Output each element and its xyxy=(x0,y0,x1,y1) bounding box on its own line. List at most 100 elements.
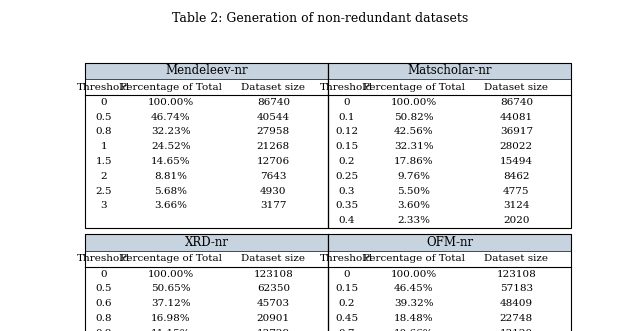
Text: Percentage of Total: Percentage of Total xyxy=(120,255,221,263)
Text: 3124: 3124 xyxy=(503,201,530,211)
Text: 50.65%: 50.65% xyxy=(151,284,191,294)
Text: Table 2: Generation of non-redundant datasets: Table 2: Generation of non-redundant dat… xyxy=(172,12,468,24)
Text: 10.66%: 10.66% xyxy=(394,329,433,331)
Bar xyxy=(85,79,328,95)
Text: 2020: 2020 xyxy=(503,216,530,225)
Text: 46.45%: 46.45% xyxy=(394,284,433,294)
Text: Threshold: Threshold xyxy=(320,83,374,92)
Text: 21268: 21268 xyxy=(257,142,290,151)
Text: 4930: 4930 xyxy=(260,187,287,196)
Text: 62350: 62350 xyxy=(257,284,290,294)
Text: 44081: 44081 xyxy=(500,113,533,122)
Text: 27958: 27958 xyxy=(257,127,290,136)
Text: 22748: 22748 xyxy=(500,314,533,323)
Text: 3177: 3177 xyxy=(260,201,287,211)
Text: OFM-nr: OFM-nr xyxy=(426,236,473,249)
Text: 7643: 7643 xyxy=(260,172,287,181)
Text: Percentage of Total: Percentage of Total xyxy=(363,83,465,92)
Text: 9.76%: 9.76% xyxy=(397,172,430,181)
Text: 28022: 28022 xyxy=(500,142,533,151)
Text: 32.23%: 32.23% xyxy=(151,127,191,136)
Text: 8.81%: 8.81% xyxy=(154,172,187,181)
Text: 3: 3 xyxy=(100,201,107,211)
Text: 15494: 15494 xyxy=(500,157,533,166)
Text: 0.8: 0.8 xyxy=(95,314,112,323)
Text: Dataset size: Dataset size xyxy=(484,83,548,92)
Text: Matscholar-nr: Matscholar-nr xyxy=(407,65,492,77)
Bar xyxy=(328,63,571,79)
Bar xyxy=(328,63,571,228)
Text: 42.56%: 42.56% xyxy=(394,127,433,136)
Text: 20901: 20901 xyxy=(257,314,290,323)
Text: 14.65%: 14.65% xyxy=(151,157,191,166)
Text: 13729: 13729 xyxy=(257,329,290,331)
Text: 37.12%: 37.12% xyxy=(151,299,191,308)
Text: 2.33%: 2.33% xyxy=(397,216,430,225)
Text: 100.00%: 100.00% xyxy=(390,98,436,107)
Text: 24.52%: 24.52% xyxy=(151,142,191,151)
Text: 0.1: 0.1 xyxy=(339,113,355,122)
Text: 0.35: 0.35 xyxy=(335,201,358,211)
Text: Dataset size: Dataset size xyxy=(484,255,548,263)
Bar xyxy=(85,63,328,228)
Text: 0.5: 0.5 xyxy=(95,284,112,294)
Text: 1.5: 1.5 xyxy=(95,157,112,166)
Text: 100.00%: 100.00% xyxy=(147,270,194,279)
Text: Percentage of Total: Percentage of Total xyxy=(363,255,465,263)
Bar xyxy=(328,234,571,251)
Text: 11.15%: 11.15% xyxy=(151,329,191,331)
Text: Mendeleev-nr: Mendeleev-nr xyxy=(165,65,248,77)
Text: 123108: 123108 xyxy=(253,270,293,279)
Text: 1: 1 xyxy=(100,142,107,151)
Text: Threshold: Threshold xyxy=(77,83,131,92)
Text: 39.32%: 39.32% xyxy=(394,299,433,308)
Bar xyxy=(85,63,328,79)
Text: 0.7: 0.7 xyxy=(339,329,355,331)
Bar xyxy=(328,234,571,331)
Text: 12706: 12706 xyxy=(257,157,290,166)
Bar xyxy=(328,251,571,267)
Text: 0.2: 0.2 xyxy=(339,157,355,166)
Text: 3.60%: 3.60% xyxy=(397,201,430,211)
Text: 0: 0 xyxy=(344,98,350,107)
Text: 0.25: 0.25 xyxy=(335,172,358,181)
Text: 46.74%: 46.74% xyxy=(151,113,191,122)
Bar xyxy=(85,234,328,331)
Text: 40544: 40544 xyxy=(257,113,290,122)
Text: Threshold: Threshold xyxy=(77,255,131,263)
Text: 45703: 45703 xyxy=(257,299,290,308)
Text: Percentage of Total: Percentage of Total xyxy=(120,83,221,92)
Text: 5.68%: 5.68% xyxy=(154,187,187,196)
Text: 0: 0 xyxy=(100,270,107,279)
Text: 57183: 57183 xyxy=(500,284,533,294)
Text: 0.2: 0.2 xyxy=(339,299,355,308)
Text: 3.66%: 3.66% xyxy=(154,201,187,211)
Text: 100.00%: 100.00% xyxy=(147,98,194,107)
Bar xyxy=(85,251,328,267)
Text: 50.82%: 50.82% xyxy=(394,113,433,122)
Text: 32.31%: 32.31% xyxy=(394,142,433,151)
Text: 86740: 86740 xyxy=(257,98,290,107)
Text: 0.15: 0.15 xyxy=(335,284,358,294)
Text: 100.00%: 100.00% xyxy=(390,270,436,279)
Text: 0.15: 0.15 xyxy=(335,142,358,151)
Text: 0.5: 0.5 xyxy=(95,113,112,122)
Text: 36917: 36917 xyxy=(500,127,533,136)
Text: 16.98%: 16.98% xyxy=(151,314,191,323)
Text: 0.4: 0.4 xyxy=(339,216,355,225)
Text: 0: 0 xyxy=(344,270,350,279)
Text: 13120: 13120 xyxy=(500,329,533,331)
Text: 86740: 86740 xyxy=(500,98,533,107)
Text: 0.12: 0.12 xyxy=(335,127,358,136)
Text: Dataset size: Dataset size xyxy=(241,255,305,263)
Text: 0.45: 0.45 xyxy=(335,314,358,323)
Text: 0.3: 0.3 xyxy=(339,187,355,196)
Text: Dataset size: Dataset size xyxy=(241,83,305,92)
Text: 17.86%: 17.86% xyxy=(394,157,433,166)
Text: 0.8: 0.8 xyxy=(95,127,112,136)
Bar xyxy=(85,234,328,251)
Text: 8462: 8462 xyxy=(503,172,530,181)
Text: 2.5: 2.5 xyxy=(95,187,112,196)
Text: XRD-nr: XRD-nr xyxy=(184,236,228,249)
Text: 0.9: 0.9 xyxy=(95,329,112,331)
